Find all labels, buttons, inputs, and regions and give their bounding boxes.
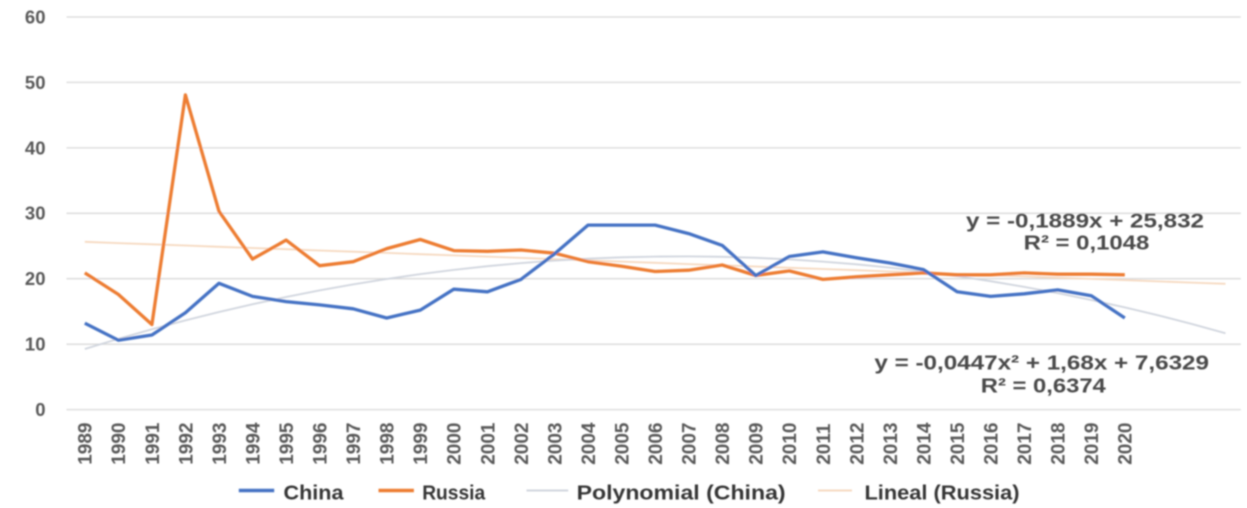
svg-text:1989: 1989 [76, 423, 97, 465]
svg-text:2001: 2001 [478, 422, 499, 465]
svg-text:2004: 2004 [579, 422, 600, 465]
svg-text:2008: 2008 [713, 423, 734, 465]
svg-text:2012: 2012 [847, 423, 868, 465]
svg-text:1992: 1992 [176, 423, 197, 465]
svg-text:2019: 2019 [1082, 423, 1103, 465]
svg-text:0: 0 [35, 399, 45, 420]
svg-text:2003: 2003 [545, 423, 566, 465]
svg-text:y = -0,1889x + 25,832: y = -0,1889x + 25,832 [966, 211, 1204, 233]
svg-text:2002: 2002 [512, 423, 533, 465]
svg-text:50: 50 [25, 72, 46, 93]
svg-text:1994: 1994 [243, 422, 264, 465]
svg-text:1998: 1998 [378, 423, 399, 465]
svg-text:2006: 2006 [646, 423, 667, 465]
svg-text:10: 10 [25, 334, 46, 355]
svg-text:R² = 0,6374: R² = 0,6374 [981, 376, 1107, 398]
svg-text:China: China [284, 483, 345, 505]
svg-text:2010: 2010 [780, 423, 801, 465]
svg-text:60: 60 [25, 6, 46, 27]
svg-text:2017: 2017 [1015, 423, 1036, 465]
svg-text:2000: 2000 [445, 423, 466, 465]
svg-text:2005: 2005 [613, 422, 634, 465]
svg-text:2009: 2009 [747, 423, 768, 465]
svg-text:2015: 2015 [948, 422, 969, 465]
svg-text:2014: 2014 [914, 422, 935, 465]
svg-text:1996: 1996 [311, 423, 332, 465]
svg-text:1991: 1991 [143, 422, 164, 465]
svg-text:2020: 2020 [1116, 423, 1137, 465]
svg-text:2011: 2011 [814, 423, 835, 465]
svg-text:1993: 1993 [210, 423, 231, 465]
svg-text:2016: 2016 [982, 423, 1003, 465]
svg-text:2007: 2007 [680, 423, 701, 465]
svg-text:2013: 2013 [881, 423, 902, 465]
svg-text:1995: 1995 [277, 422, 298, 465]
svg-text:2018: 2018 [1049, 423, 1070, 465]
svg-text:20: 20 [25, 268, 46, 289]
svg-text:y = -0,0447x² + 1,68x + 7,6329: y = -0,0447x² + 1,68x + 7,6329 [874, 353, 1209, 375]
svg-text:40: 40 [25, 137, 46, 158]
svg-text:30: 30 [25, 203, 46, 224]
svg-text:Russia: Russia [422, 483, 486, 505]
svg-text:Lineal (Russia): Lineal (Russia) [865, 483, 1020, 505]
svg-text:1990: 1990 [109, 423, 130, 465]
svg-text:1999: 1999 [411, 423, 432, 465]
svg-text:1997: 1997 [344, 423, 365, 465]
svg-text:R² = 0,1048: R² = 0,1048 [1024, 233, 1150, 255]
svg-text:Polynomial (China): Polynomial (China) [577, 483, 786, 505]
